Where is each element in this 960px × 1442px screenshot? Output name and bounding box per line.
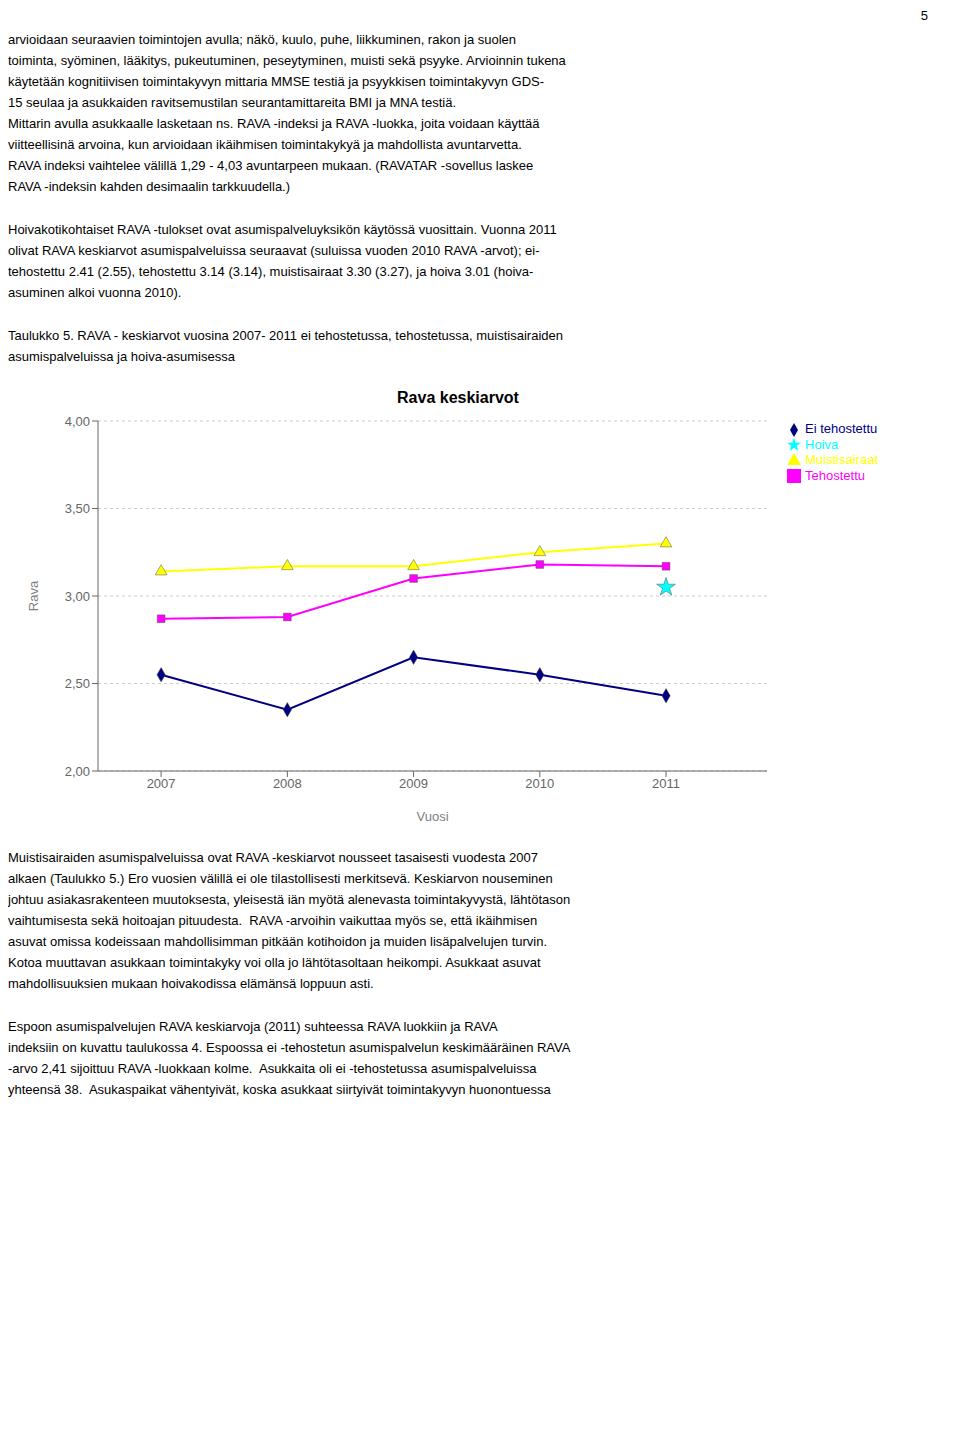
svg-text:4,00: 4,00	[65, 414, 90, 429]
html-text:Taulukko 5. RAVA - keskiarvot: Taulukko 5. RAVA - keskiarvot vuosina 20…	[8, 328, 563, 343]
svg-text:Rava: Rava	[26, 580, 41, 611]
svg-text:2011: 2011	[652, 776, 680, 791]
html-text:asuminen alkoi vuonna 2010).: asuminen alkoi vuonna 2010).	[8, 285, 182, 300]
html-text:tehostettu 2.41 (2.55), tehost: tehostettu 2.41 (2.55), tehostettu 3.14 …	[8, 264, 534, 279]
html-text:mahdollisuuksien mukaan hoivak: mahdollisuuksien mukaan hoivakodissa elä…	[8, 976, 374, 991]
svg-text:Vuosi: Vuosi	[416, 809, 448, 824]
html-text:vaihtumisesta sekä hoitoajan p: vaihtumisesta sekä hoitoajan pituudesta.…	[8, 913, 538, 928]
html-text:arvioidaan seuraavien toiminto: arvioidaan seuraavien toimintojen avulla…	[8, 32, 516, 47]
svg-text:3,50: 3,50	[65, 501, 90, 516]
html-text:Hoiva: Hoiva	[805, 436, 839, 452]
html-text:Espoon asumispalvelujen RAVA k: Espoon asumispalvelujen RAVA keskiarvoja…	[8, 1019, 498, 1034]
svg-text:3,00: 3,00	[65, 589, 90, 604]
html-text:15 seulaa ja asukkaiden ravits: 15 seulaa ja asukkaiden ravitsemustilan …	[8, 95, 456, 110]
html-text:käytetään kognitiivisen toimin: käytetään kognitiivisen toimintakyvyn mi…	[8, 74, 545, 89]
html-text:Ei tehostettu: Ei tehostettu	[805, 421, 878, 436]
svg-text:2010: 2010	[525, 776, 554, 791]
html-text:johtuu asiakasrakenteen muutok: johtuu asiakasrakenteen muutoksesta, yle…	[8, 892, 571, 907]
svg-text:2,50: 2,50	[65, 676, 90, 691]
svg-text:2,00: 2,00	[65, 764, 90, 779]
html-text:Muistisairaiden asumispalvelui: Muistisairaiden asumispalveluissa ovat R…	[8, 850, 538, 865]
html-text:Rava keskiarvot: Rava keskiarvot	[397, 389, 519, 406]
html-text:alkaen (Taulukko 5.) Ero vuosi: alkaen (Taulukko 5.) Ero vuosien välillä…	[8, 871, 553, 886]
html-text:indeksiin on kuvattu taulukoss: indeksiin on kuvattu taulukossa 4. Espoo…	[8, 1040, 571, 1055]
html-text:viitteellisinä arvoina, kun ar: viitteellisinä arvoina, kun arvioidaan i…	[8, 137, 522, 152]
html-text:yhteensä 38. Asukaspaikat vähe: yhteensä 38. Asukaspaikat vähentyivät, k…	[8, 1082, 551, 1097]
html-text:Muistisairaat: Muistisairaat	[805, 452, 878, 468]
html-text:5: 5	[920, 8, 928, 23]
html-text:RAVA indeksi vaihtelee välillä: RAVA indeksi vaihtelee välillä 1,29 - 4,…	[8, 158, 534, 173]
html-text:asumispalveluissa ja hoiva-asu: asumispalveluissa ja hoiva-asumisessa	[8, 349, 235, 364]
html-text:RAVA -indeksin kahden desimaal: RAVA -indeksin kahden desimaalin tarkkuu…	[8, 179, 291, 194]
svg-text:2007: 2007	[147, 776, 176, 791]
html-text:-arvo 2,41 sijoittuu RAVA -luo: -arvo 2,41 sijoittuu RAVA -luokkaan kolm…	[8, 1061, 537, 1076]
html-text:Kotoa muuttavan asukkaan toimi: Kotoa muuttavan asukkaan toimintakyky vo…	[8, 955, 541, 970]
html-text:olivat RAVA keskiarvot asumisp: olivat RAVA keskiarvot asumispalveluissa…	[8, 243, 540, 258]
html-text:asuvat omissa kodeissaan mahdo: asuvat omissa kodeissaan mahdollisimman …	[8, 934, 548, 949]
html-text:toiminta, syöminen, lääkitys,: toiminta, syöminen, lääkitys, pukeutumin…	[8, 53, 566, 68]
html-text:Mittarin avulla asukkaalle las: Mittarin avulla asukkaalle lasketaan ns.…	[8, 116, 540, 131]
svg-text:2009: 2009	[399, 776, 428, 791]
html-text:Hoivakotikohtaiset RAVA -tulok: Hoivakotikohtaiset RAVA -tulokset ovat a…	[8, 222, 557, 237]
svg-text:2008: 2008	[273, 776, 302, 791]
html-text:Tehostettu: Tehostettu	[805, 467, 865, 483]
